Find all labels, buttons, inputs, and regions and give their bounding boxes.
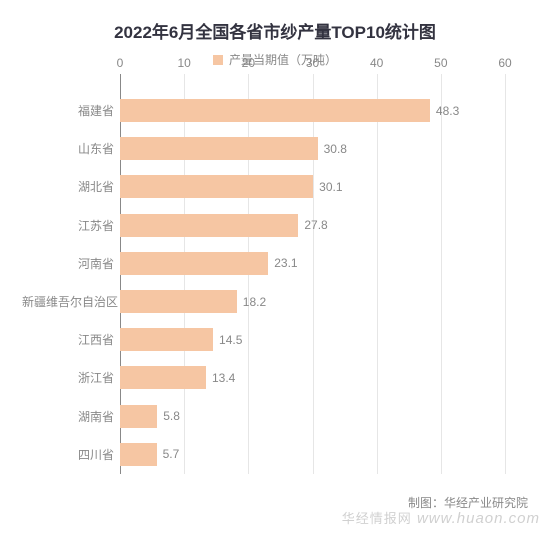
y-axis-label: 湖南省 [22,408,120,425]
x-tick-label: 20 [242,56,255,70]
watermark-cn: 华经情报网 [342,511,412,526]
bar-value-label: 5.7 [157,447,180,461]
y-axis-label: 四川省 [22,446,120,463]
y-axis-label: 山东省 [22,140,120,157]
bar-row: 江西省14.5 [120,326,505,354]
y-axis-label: 湖北省 [22,178,120,195]
x-tick-label: 40 [370,56,383,70]
gridline [505,74,506,474]
x-tick-label: 0 [117,56,124,70]
bar-row: 河南省23.1 [120,249,505,277]
bar-row: 浙江省13.4 [120,364,505,392]
bar-row: 湖南省5.8 [120,402,505,430]
x-tick-label: 10 [177,56,190,70]
y-axis-label: 河南省 [22,255,120,272]
bar: 13.4 [120,366,206,389]
y-axis-label: 浙江省 [22,369,120,386]
y-axis-label: 新疆维吾尔自治区 [22,293,120,310]
x-tick-label: 50 [434,56,447,70]
x-tick-label: 30 [306,56,319,70]
y-axis-label: 江西省 [22,331,120,348]
bar-row: 湖北省30.1 [120,173,505,201]
x-tick-label: 60 [498,56,511,70]
bar-value-label: 48.3 [430,104,459,118]
legend: 产量当期值（万吨） [20,51,530,70]
bar-value-label: 27.8 [298,218,327,232]
y-axis-label: 江苏省 [22,217,120,234]
y-axis-label: 福建省 [22,102,120,119]
plot-area: 0102030405060 福建省48.3山东省30.8湖北省30.1江苏省27… [20,74,530,494]
bar: 18.2 [120,290,237,313]
bar-value-label: 30.8 [318,142,347,156]
watermark: 华经情报网 www.huaon.com [342,508,540,527]
bar-value-label: 30.1 [313,180,342,194]
bar: 30.1 [120,175,313,198]
bar-row: 四川省5.7 [120,440,505,468]
bar-row: 江苏省27.8 [120,211,505,239]
chart-container: 2022年6月全国各省市纱产量TOP10统计图 产量当期值（万吨） 0 10 20 3… [0,0,550,533]
bar: 14.5 [120,328,213,351]
legend-swatch [213,55,223,65]
chart-title: 2022年6月全国各省市纱产量TOP10统计图 [20,18,530,43]
bars-area: 福建省48.3 山东省30.8 湖北省30.1 江苏省27.8 河南省23.1 新疆维吾尔… [120,92,505,474]
bar-value-label: 13.4 [206,371,235,385]
bar: 48.3 [120,99,430,122]
bar: 30.8 [120,137,318,160]
bar-value-label: 18.2 [237,295,266,309]
bar: 27.8 [120,214,298,237]
bar-value-label: 14.5 [213,333,242,347]
bar-row: 山东省30.8 [120,135,505,163]
bar-value-label: 5.8 [157,409,180,423]
bar: 5.8 [120,405,157,428]
bar: 23.1 [120,252,268,275]
watermark-en: www.huaon.com [417,510,540,527]
bar-row: 福建省48.3 [120,97,505,125]
bar: 5.7 [120,443,157,466]
bar-row: 新疆维吾尔自治区18.2 [120,288,505,316]
bar-value-label: 23.1 [268,256,297,270]
